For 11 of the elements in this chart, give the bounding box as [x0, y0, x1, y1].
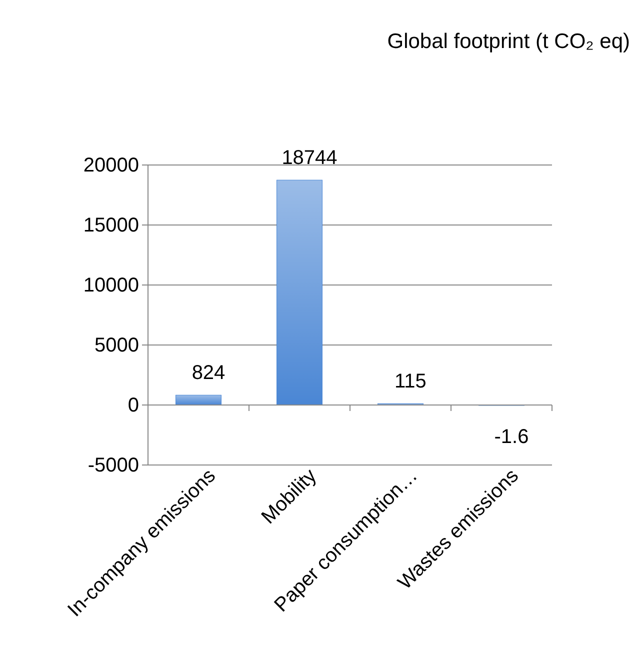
y-tick-label: 5000 — [94, 334, 139, 356]
data-label: -1.6 — [494, 426, 529, 448]
y-tick-label: 20000 — [83, 154, 139, 176]
data-label: 824 — [192, 362, 226, 384]
y-tick-label: -5000 — [88, 454, 139, 476]
chart-title: Global footprint (t CO₂ eq) — [387, 30, 630, 53]
y-tick-label: 15000 — [83, 214, 139, 236]
y-tick-label: 10000 — [83, 274, 139, 296]
data-label: 18744 — [282, 147, 338, 170]
data-label: 115 — [394, 370, 426, 393]
y-tick-label: 0 — [128, 394, 139, 416]
